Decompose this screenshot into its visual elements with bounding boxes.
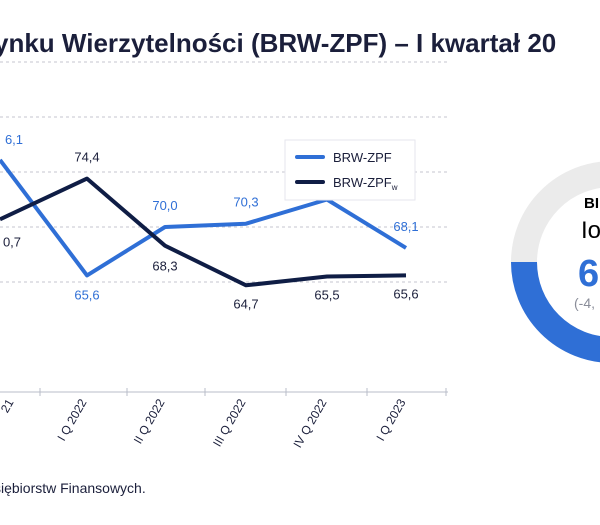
source-note: siębiorstw Finansowych.	[0, 480, 146, 496]
x-tick-label: II Q 2022	[131, 396, 168, 446]
data-label: 65,6	[393, 286, 418, 301]
data-label: 68,3	[152, 259, 177, 274]
x-axis-ticks: 21 I Q 2022 II Q 2022 III Q 2022 IV Q 2022 I …	[0, 388, 447, 450]
chart-title: ynku Wierzytelności (BRW-ZPF) – I kwarta…	[0, 28, 557, 58]
series-line-brw-zpf	[0, 158, 408, 278]
donut-subheading: Io	[581, 217, 600, 244]
x-tick-label: 21	[0, 396, 17, 415]
donut-heading: BI	[584, 195, 599, 212]
legend-label-brw-zpf-w-sub: w	[391, 183, 398, 192]
data-label: 74,4	[74, 150, 99, 165]
legend-label-brw-zpf-w: BRW-ZPFw	[333, 175, 398, 192]
donut-value: 6	[578, 253, 599, 295]
data-label: 0,7	[3, 234, 21, 249]
series-line-brw-zpf-w	[0, 176, 407, 288]
data-label: 68,1	[393, 219, 418, 234]
donut-change: (-4,	[574, 295, 595, 311]
donut-value-arc	[511, 261, 600, 363]
legend-label-brw-zpf: BRW-ZPF	[333, 150, 392, 165]
data-label: 6,1	[5, 132, 23, 147]
data-label: 70,0	[152, 198, 177, 213]
data-label: 64,7	[233, 296, 258, 311]
donut-chart: BI Io 6 (-4,	[511, 161, 600, 363]
legend-label-brw-zpf-w-main: BRW-ZPF	[333, 175, 392, 190]
legend-box	[284, 139, 416, 201]
data-label: 65,6	[74, 287, 99, 302]
data-label: 65,5	[314, 288, 339, 303]
x-tick-label: I Q 2022	[54, 396, 89, 443]
x-tick-label: III Q 2022	[210, 396, 249, 449]
x-tick-label: I Q 2023	[373, 396, 408, 443]
legend: BRW-ZPF BRW-ZPFw	[284, 139, 416, 201]
series-layer	[0, 158, 408, 288]
x-tick-label: IV Q 2022	[290, 396, 329, 450]
data-label: 70,3	[233, 195, 258, 210]
